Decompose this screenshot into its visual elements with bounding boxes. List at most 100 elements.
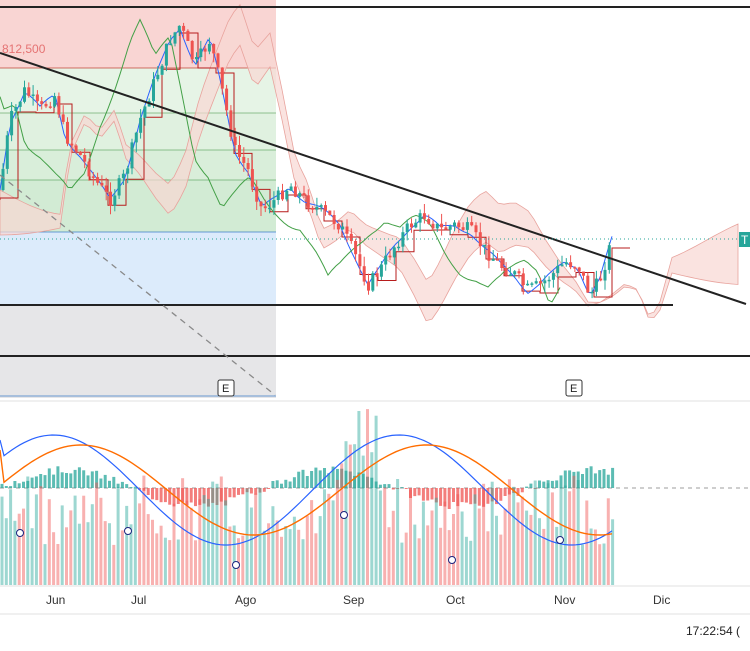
descending-trendline[interactable]: [0, 52, 747, 305]
candle-body-40: [173, 32, 177, 44]
macd-hist-124: [533, 488, 537, 489]
volume-bar-107: [460, 511, 464, 585]
candle-body-3: [14, 107, 18, 111]
zone-grey: [0, 304, 276, 398]
macd-hist-130: [559, 475, 563, 488]
volume-bar-39: [168, 540, 172, 585]
macd-hist-86: [370, 477, 374, 488]
candle-body-55: [238, 145, 241, 157]
macd-marker-2: [232, 561, 240, 569]
candle-body-99: [427, 219, 431, 224]
candle-body-85: [367, 281, 370, 291]
volume-bar-55: [237, 538, 240, 585]
volume-bar-59: [254, 493, 258, 585]
volume-bar-68: [292, 516, 296, 585]
macd-hist-121: [520, 488, 524, 493]
candle-body-97: [418, 213, 422, 223]
candle-body-56: [242, 156, 246, 163]
candle-body-121: [521, 273, 525, 285]
candle-body-125: [539, 281, 542, 284]
macd-hist-70: [301, 469, 305, 488]
volume-bar-95: [409, 489, 412, 585]
candle-body-8: [35, 94, 39, 102]
macd-hist-0: [0, 483, 4, 488]
macd-hist-41: [176, 488, 180, 504]
macd-hist-42: [181, 488, 185, 503]
volume-bar-64: [275, 520, 279, 585]
macd-hist-17: [73, 469, 77, 488]
macd-hist-58: [249, 488, 253, 494]
volume-bar-49: [211, 481, 215, 585]
volume-bar-89: [383, 487, 387, 585]
volume-bar-117: [503, 508, 507, 585]
macd-hist-15: [65, 473, 68, 488]
macd-marker-0: [16, 529, 24, 537]
macd-hist-1: [4, 486, 8, 488]
volume-bar-93: [400, 542, 404, 585]
candle-body-91: [392, 247, 396, 258]
candle-body-134: [577, 267, 581, 272]
candle-body-22: [96, 177, 100, 183]
macd-marker-1: [124, 527, 132, 535]
macd-hist-40: [172, 488, 176, 507]
candle-body-59: [255, 186, 259, 202]
volume-bar-63: [271, 506, 275, 585]
volume-bar-27: [116, 487, 120, 585]
candle-body-29: [126, 168, 130, 174]
dashed-projection-line[interactable]: [0, 174, 276, 396]
candle-body-126: [543, 280, 547, 284]
volume-bar-6: [26, 476, 30, 585]
candle-body-94: [405, 223, 409, 233]
macd-hist-134: [576, 471, 580, 488]
macd-hist-138: [593, 473, 597, 488]
macd-hist-93: [400, 487, 404, 489]
volume-bar-97: [417, 538, 421, 585]
volume-bar-102: [439, 527, 443, 585]
candle-body-27: [117, 178, 121, 196]
axis-tag-box: [739, 232, 750, 247]
event-marker-box-2[interactable]: [565, 379, 583, 397]
volume-bar-119: [512, 486, 516, 585]
candle-body-50: [216, 53, 220, 68]
macd-hist-31: [133, 487, 137, 489]
volume-bar-109: [469, 540, 473, 585]
macd-hist-36: [155, 488, 159, 501]
macd-hist-19: [82, 470, 86, 488]
candle-body-65: [281, 190, 284, 200]
volume-bar-61: [262, 530, 266, 585]
candle-body-82: [354, 241, 358, 255]
macd-hist-91: [391, 488, 395, 490]
volume-bar-9: [39, 486, 43, 585]
candle-body-102: [440, 223, 444, 228]
candle-body-119: [513, 271, 517, 275]
candle-body-4: [18, 101, 22, 107]
candle-body-105: [453, 222, 456, 227]
candle-body-124: [534, 281, 538, 284]
volume-bar-44: [189, 507, 193, 585]
candle-body-5: [23, 87, 26, 102]
candle-body-93: [401, 232, 405, 247]
candle-body-138: [594, 278, 598, 292]
candle-body-72: [311, 207, 315, 210]
macd-hist-23: [99, 478, 103, 488]
candle-body-130: [560, 264, 564, 266]
volume-bar-11: [47, 499, 51, 585]
candle-body-95: [410, 223, 413, 228]
volume-bar-82: [353, 444, 357, 585]
macd-hist-79: [340, 468, 344, 488]
candle-body-128: [551, 273, 555, 280]
macd-hist-122: [525, 486, 529, 488]
candle-body-18: [78, 151, 82, 155]
candle-body-118: [508, 274, 512, 276]
volume-bar-108: [464, 536, 468, 585]
macd-marker-4: [448, 556, 456, 564]
event-marker-box-1[interactable]: [217, 379, 235, 397]
candle-body-10: [44, 103, 48, 107]
macd-hist-108: [464, 488, 468, 503]
candle-body-139: [599, 278, 603, 281]
macd-hist-88: [378, 484, 382, 488]
macd-hist-141: [606, 474, 610, 488]
macd-hist-49: [211, 488, 215, 503]
candle-body-1: [5, 135, 9, 169]
